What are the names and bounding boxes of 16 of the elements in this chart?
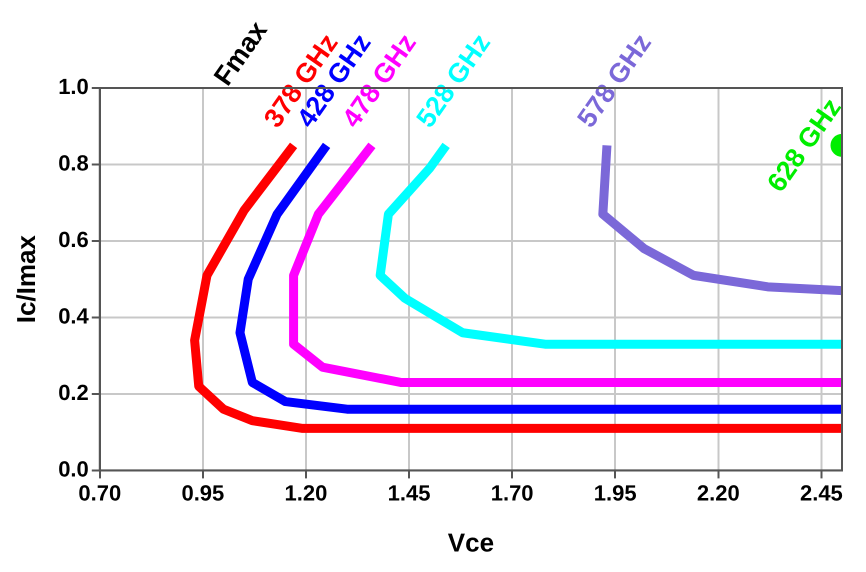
x-tick-label: 2.45 (800, 480, 843, 506)
y-tick-label: 1.0 (58, 74, 89, 100)
x-tick-label: 1.20 (284, 480, 328, 506)
y-axis-title: Ic/Imax (10, 234, 41, 324)
y-tick-label: 0.6 (58, 227, 89, 252)
y-tick-label: 0.8 (58, 150, 89, 176)
x-axis-title: Vce (448, 528, 494, 558)
x-tick-label: 1.95 (594, 480, 637, 506)
x-tick-label: 1.45 (388, 480, 430, 506)
y-tick-label: 0.4 (58, 304, 90, 329)
x-tick-label: 2.20 (696, 480, 740, 506)
x-tick-label: 0.95 (181, 480, 224, 506)
x-tick-label: 0.70 (78, 480, 122, 506)
x-tick-label: 1.70 (490, 480, 534, 506)
y-tick-label: 0.2 (58, 380, 89, 405)
y-tick-label: 0.0 (58, 456, 89, 482)
